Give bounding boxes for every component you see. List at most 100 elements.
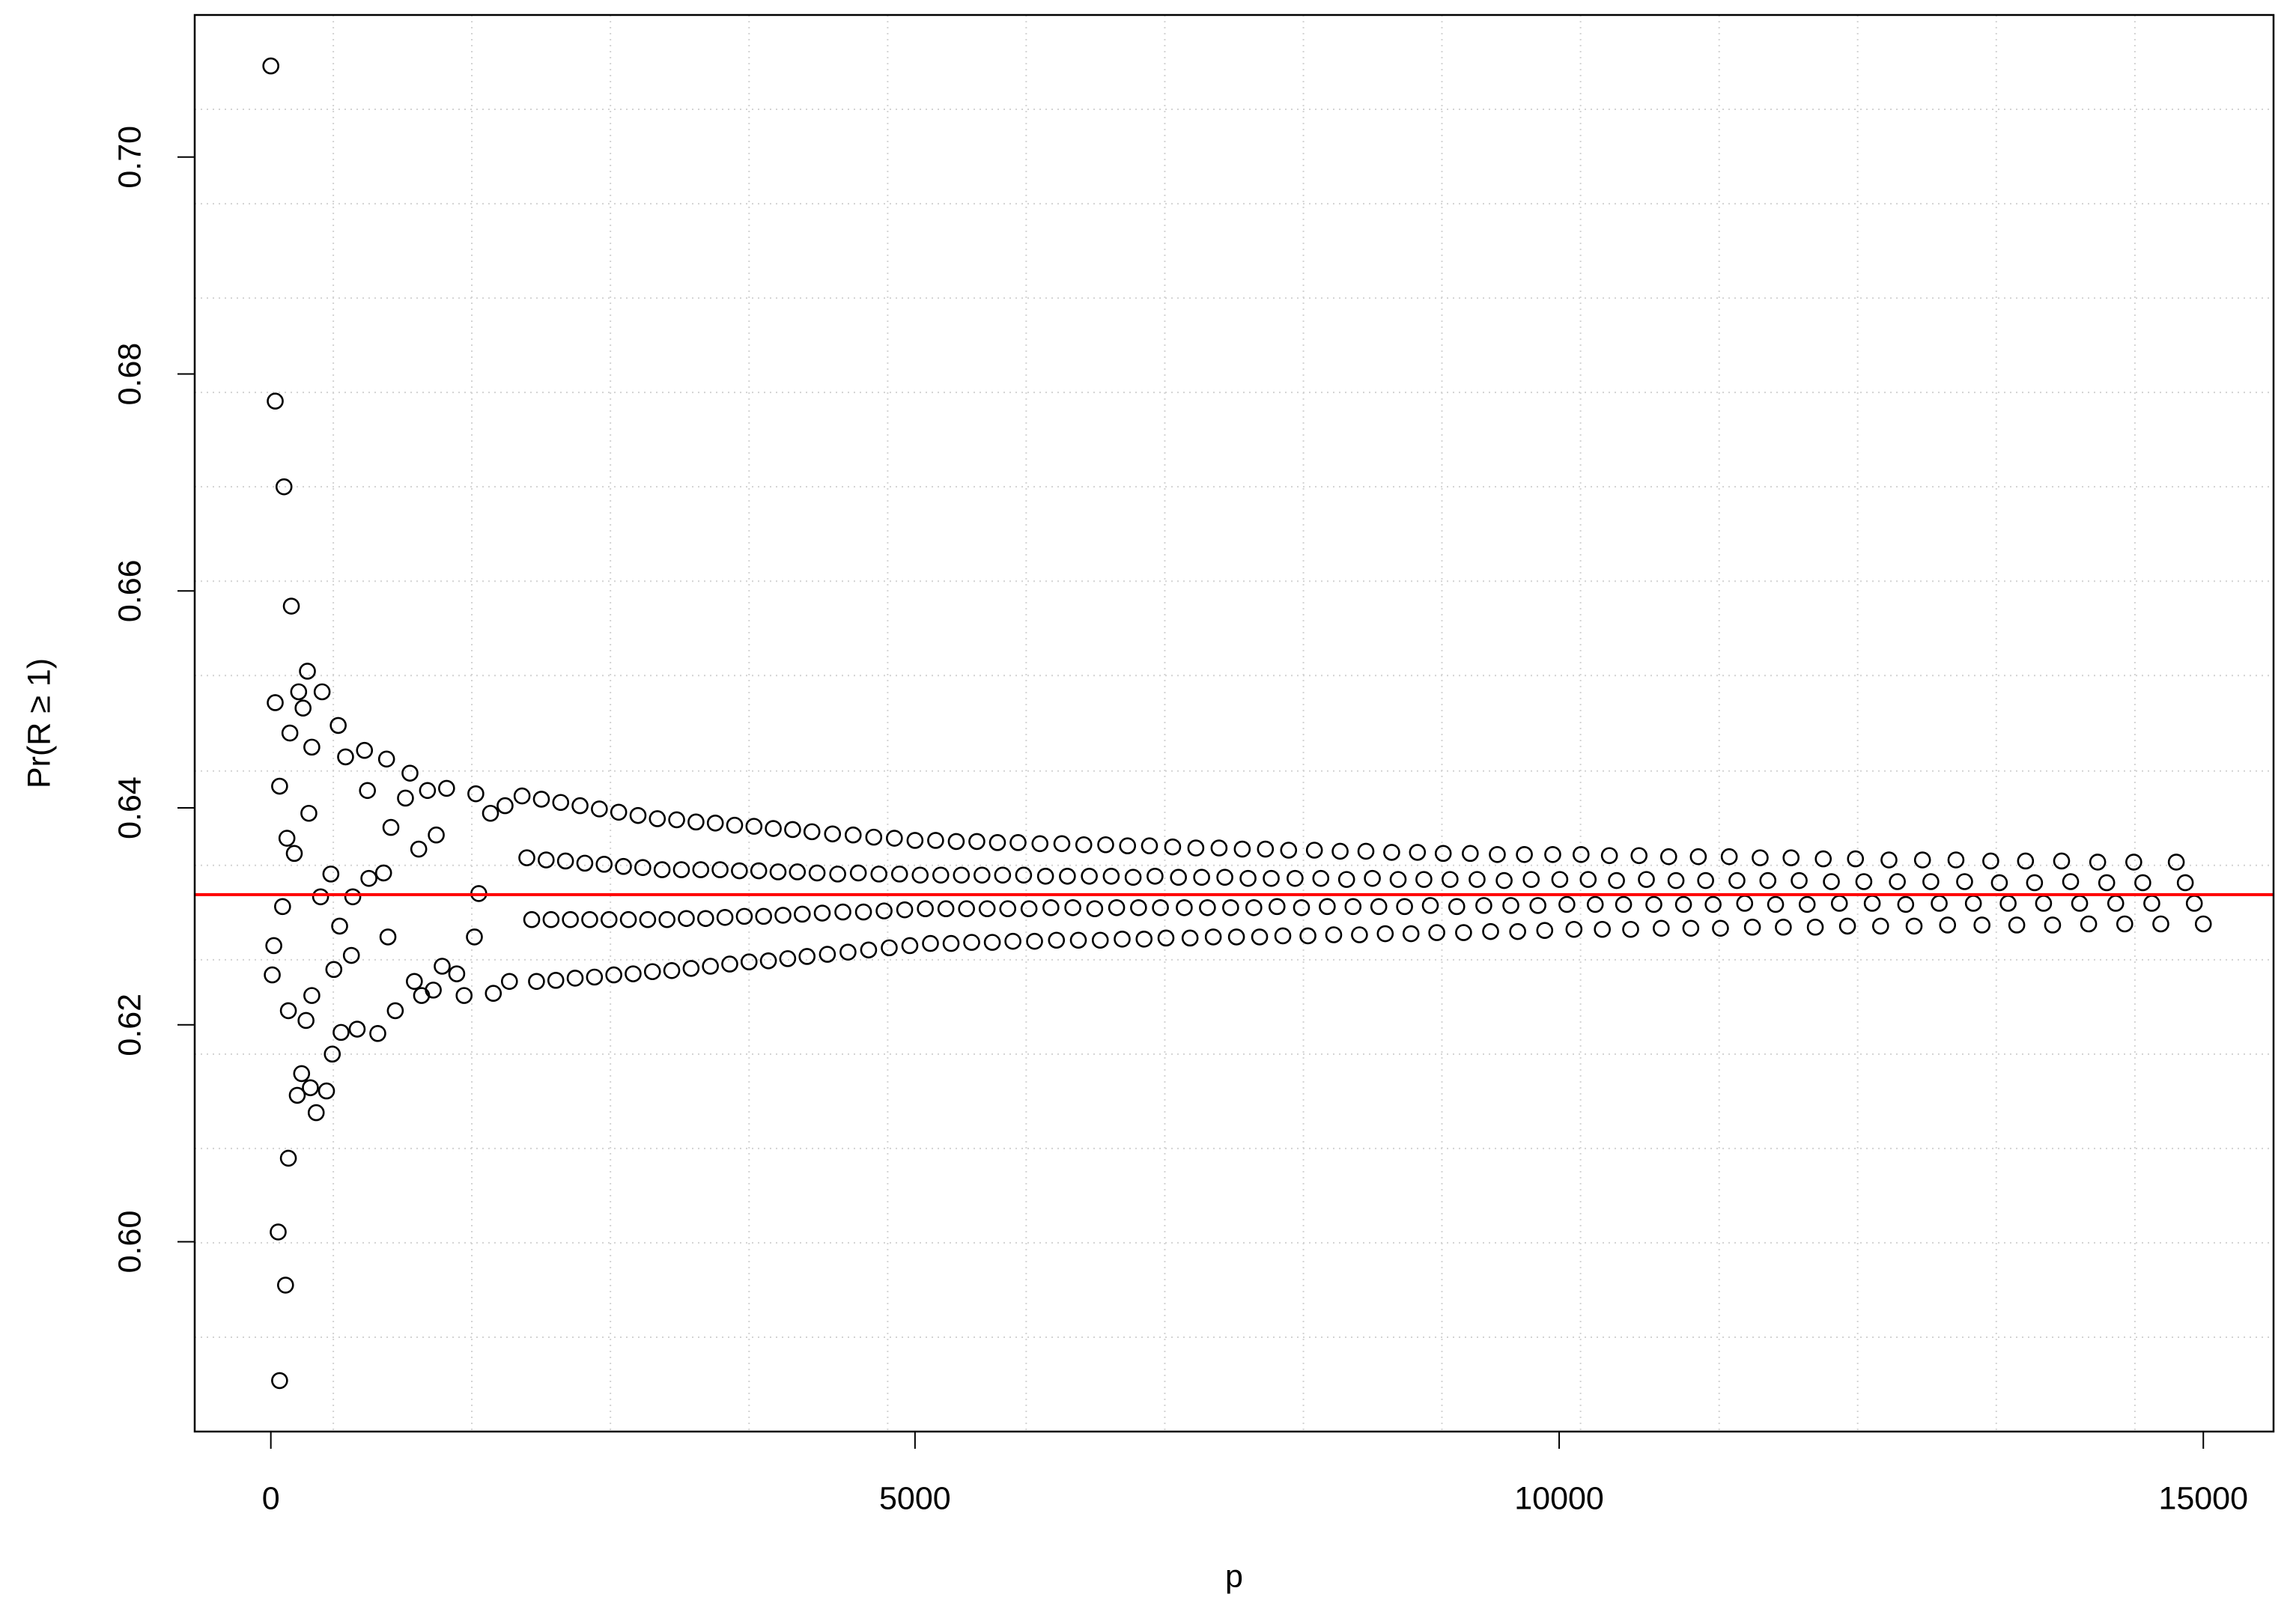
point <box>854 903 872 921</box>
point <box>721 955 738 973</box>
point <box>947 833 965 851</box>
point <box>288 1086 306 1104</box>
point <box>2134 874 2151 892</box>
point <box>528 973 545 991</box>
point <box>994 866 1012 884</box>
point <box>1638 871 1655 888</box>
point <box>1210 839 1228 857</box>
point <box>922 934 939 952</box>
point <box>359 782 377 800</box>
point <box>1922 873 1940 890</box>
point <box>1263 869 1280 887</box>
point <box>678 910 695 928</box>
x-axis-label: p <box>1225 1558 1243 1594</box>
point <box>1402 925 1420 943</box>
point <box>1622 920 1639 938</box>
point <box>1469 871 1486 888</box>
point <box>2053 852 2071 870</box>
point <box>1791 872 1808 889</box>
point <box>1712 919 1729 937</box>
point <box>1615 895 1633 913</box>
point <box>2035 895 2053 912</box>
point <box>1502 897 1519 914</box>
point <box>1428 924 1445 941</box>
point <box>1594 920 1611 938</box>
point <box>1409 844 1427 861</box>
point <box>963 934 980 951</box>
point <box>434 958 451 975</box>
point <box>917 900 934 918</box>
point <box>953 866 971 884</box>
point <box>643 963 661 981</box>
point <box>634 859 652 876</box>
point <box>329 717 347 734</box>
point <box>1383 844 1400 861</box>
point <box>523 910 541 928</box>
point <box>547 972 565 989</box>
point <box>890 866 908 883</box>
point <box>356 741 374 759</box>
point <box>1176 898 1193 916</box>
point <box>369 1025 386 1042</box>
point <box>410 840 428 858</box>
point <box>687 813 705 831</box>
point <box>870 866 887 883</box>
point <box>813 904 831 922</box>
point <box>1551 871 1569 888</box>
point <box>331 917 348 935</box>
point <box>769 863 787 880</box>
point <box>1164 838 1182 856</box>
point <box>1536 922 1554 940</box>
point <box>318 1082 335 1100</box>
point <box>1102 867 1120 885</box>
point <box>1114 930 1131 948</box>
point <box>322 866 340 883</box>
point <box>716 909 734 926</box>
point <box>1434 845 1452 863</box>
point <box>896 901 914 919</box>
point <box>1091 931 1109 949</box>
point <box>1442 871 1459 888</box>
point <box>1682 919 1700 937</box>
point <box>279 1002 297 1020</box>
point <box>2185 895 2203 912</box>
point <box>740 953 758 971</box>
point <box>860 941 878 959</box>
point <box>1689 848 1707 866</box>
point <box>619 910 637 928</box>
point <box>307 1104 325 1122</box>
point <box>1227 928 1245 946</box>
point <box>798 948 816 965</box>
point <box>829 866 846 883</box>
point <box>1767 895 1785 913</box>
point <box>271 1372 288 1390</box>
point <box>1370 898 1388 916</box>
point <box>1947 851 1965 869</box>
point <box>1572 845 1590 863</box>
point <box>448 965 466 982</box>
point <box>591 800 608 818</box>
point <box>1736 895 1754 912</box>
point <box>1325 926 1343 943</box>
point <box>518 849 535 866</box>
point <box>600 910 618 928</box>
point <box>1704 895 1722 913</box>
point <box>1889 873 1906 890</box>
point <box>2152 915 2169 933</box>
y-tick-label: 0.64 <box>112 776 148 839</box>
point <box>1075 836 1093 854</box>
point <box>711 861 729 878</box>
point <box>1141 837 1158 855</box>
point <box>1931 895 1948 912</box>
point <box>344 888 362 906</box>
point <box>1645 895 1662 913</box>
point <box>1245 898 1263 916</box>
point <box>1135 930 1153 948</box>
point <box>1337 871 1355 888</box>
point <box>1364 869 1381 887</box>
point <box>438 779 455 797</box>
point <box>803 823 821 841</box>
point <box>1130 898 1147 916</box>
point <box>1280 842 1298 859</box>
point <box>784 821 801 839</box>
